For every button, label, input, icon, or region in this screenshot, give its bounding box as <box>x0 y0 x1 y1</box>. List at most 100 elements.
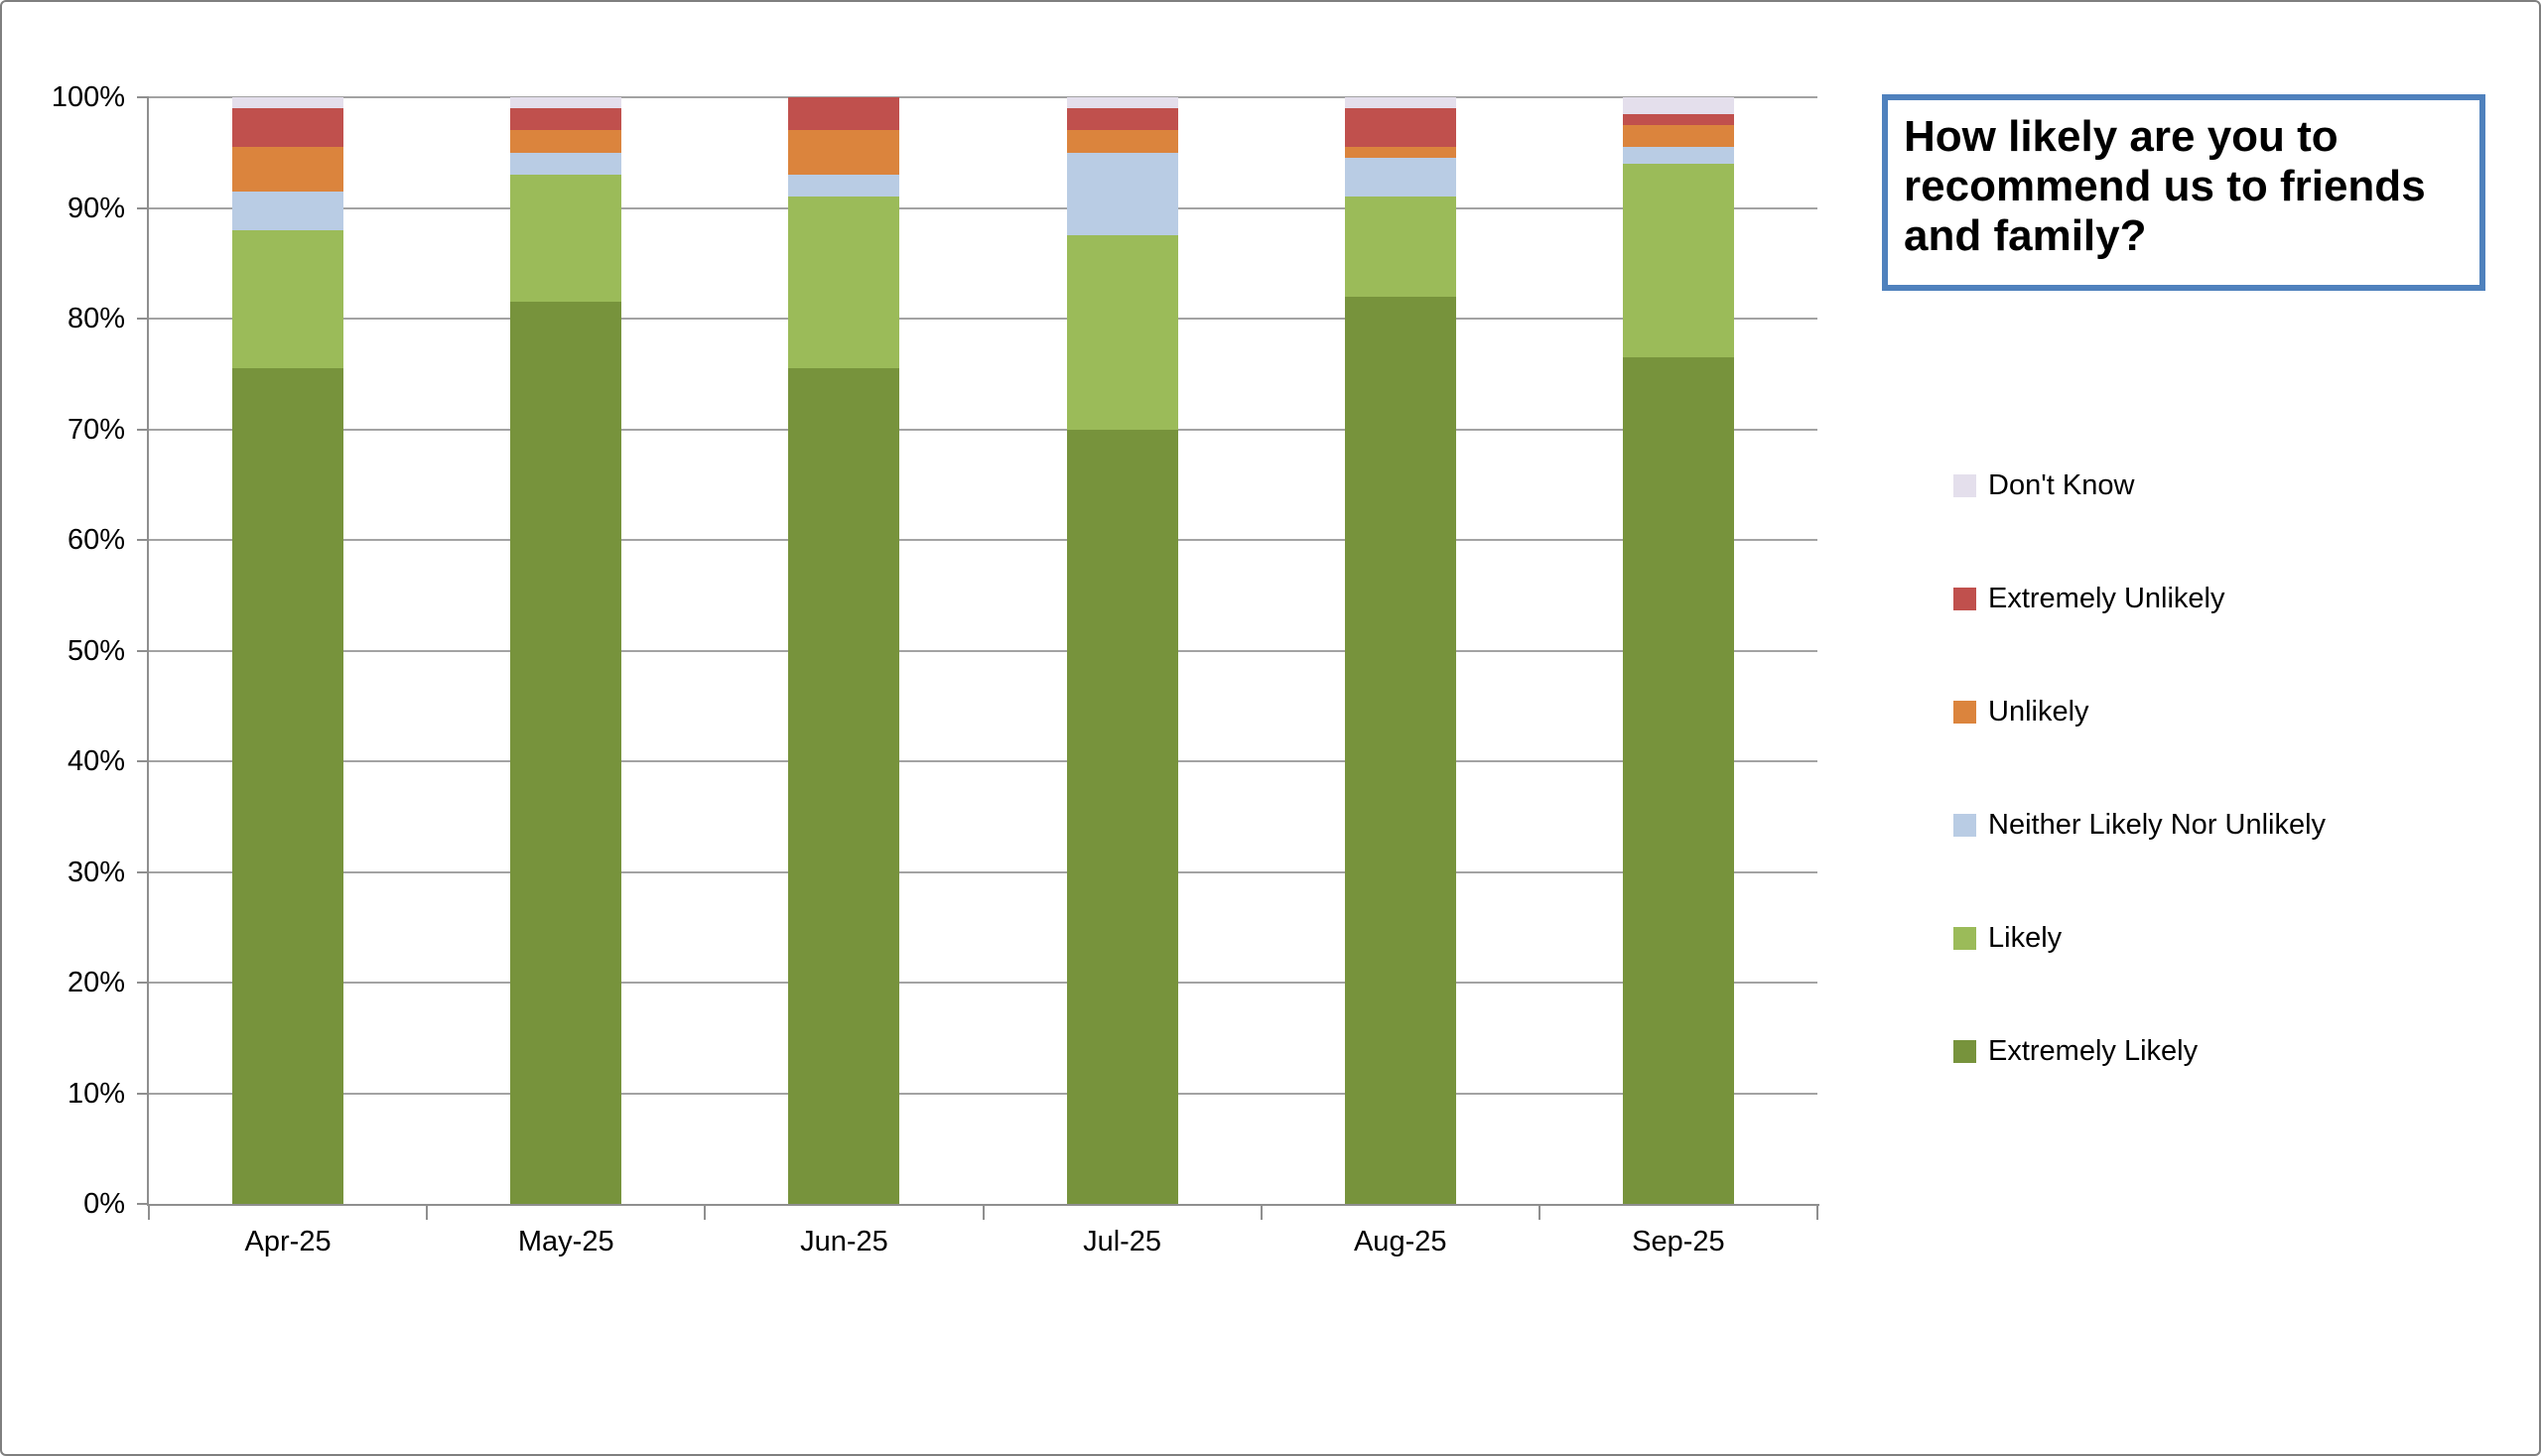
bar-segment-extremely-likely-sep-25 <box>1622 357 1734 1204</box>
bar-segment-neither-likely-nor-unlikely-may-25 <box>510 152 622 176</box>
y-axis-tick-20 <box>137 982 149 984</box>
y-axis-tick-60 <box>137 539 149 541</box>
bar-apr-25 <box>232 97 344 1204</box>
bar-segment-unlikely-jun-25 <box>788 130 900 176</box>
y-axis-tick-10 <box>137 1092 149 1095</box>
gridline-10 <box>149 1092 1817 1095</box>
category-slot-apr-25 <box>149 97 427 1204</box>
bar-segment-unlikely-may-25 <box>510 130 622 153</box>
x-axis-tick <box>426 1206 429 1220</box>
bar-segment-likely-apr-25 <box>232 229 344 369</box>
y-axis-tick-label: 100% <box>51 81 125 113</box>
category-slot-sep-25 <box>1539 97 1817 1204</box>
y-axis-tick-label: 30% <box>67 856 125 888</box>
x-axis-label-apr-25: Apr-25 <box>244 1226 332 1257</box>
bar-jun-25 <box>788 97 900 1204</box>
category-slot-aug-25 <box>1262 97 1539 1204</box>
legend-swatch-extremely-likely-icon <box>1953 1039 1976 1063</box>
y-axis-tick-0 <box>137 1203 149 1205</box>
gridline-40 <box>149 760 1817 762</box>
bar-segment-extremely-likely-apr-25 <box>232 368 344 1204</box>
legend-label-extremely-unlikely: Extremely Unlikely <box>1988 583 2225 614</box>
x-axis-tick <box>982 1206 985 1220</box>
gridline-90 <box>149 206 1817 209</box>
legend-item-neither-likely-nor-unlikely: Neither Likely Nor Unlikely <box>1953 808 2326 842</box>
bar-segment-neither-likely-nor-unlikely-apr-25 <box>232 191 344 230</box>
bar-segment-don-t-know-jul-25 <box>1066 97 1178 109</box>
y-axis-tick-label: 70% <box>67 413 125 446</box>
y-axis-tick-70 <box>137 428 149 431</box>
gridline-60 <box>149 539 1817 541</box>
bar-segment-likely-aug-25 <box>1344 197 1456 297</box>
bar-segment-unlikely-aug-25 <box>1344 147 1456 159</box>
bar-segment-don-t-know-sep-25 <box>1622 97 1734 114</box>
category-slot-may-25 <box>427 97 705 1204</box>
legend-swatch-unlikely-icon <box>1953 700 1976 724</box>
legend-item-extremely-unlikely: Extremely Unlikely <box>1953 582 2326 615</box>
bar-segment-neither-likely-nor-unlikely-sep-25 <box>1622 147 1734 164</box>
y-axis-tick-label: 80% <box>67 303 125 334</box>
legend-label-neither-likely-nor-unlikely: Neither Likely Nor Unlikely <box>1988 809 2327 841</box>
bar-segment-extremely-unlikely-sep-25 <box>1622 113 1734 125</box>
legend-swatch-don-t-know-icon <box>1953 473 1976 497</box>
bar-segment-unlikely-sep-25 <box>1622 124 1734 148</box>
bar-segment-extremely-likely-jul-25 <box>1066 429 1178 1204</box>
bar-may-25 <box>510 97 622 1204</box>
y-axis-tick-80 <box>137 318 149 320</box>
y-axis-tick-label: 20% <box>67 967 125 998</box>
bar-segment-extremely-likely-may-25 <box>510 302 622 1204</box>
gridline-20 <box>149 982 1817 984</box>
y-axis-tick-50 <box>137 649 149 652</box>
bar-segment-extremely-unlikely-may-25 <box>510 108 622 131</box>
x-axis-label-jul-25: Jul-25 <box>1083 1226 1162 1257</box>
y-axis-tick-label: 60% <box>67 524 125 556</box>
gridline-50 <box>149 649 1817 652</box>
question-title: How likely are you to recommend us to fr… <box>1904 112 2426 261</box>
y-axis-tick-label: 90% <box>67 192 125 224</box>
y-axis-tick-label: 10% <box>67 1077 125 1110</box>
y-axis-tick-90 <box>137 206 149 209</box>
x-axis-tick <box>704 1206 707 1220</box>
bar-segment-neither-likely-nor-unlikely-aug-25 <box>1344 158 1456 198</box>
legend-item-unlikely: Unlikely <box>1953 695 2326 728</box>
bar-segment-likely-jul-25 <box>1066 235 1178 430</box>
x-axis-tick <box>148 1206 150 1220</box>
category-slot-jun-25 <box>705 97 983 1204</box>
bar-segment-neither-likely-nor-unlikely-jul-25 <box>1066 152 1178 236</box>
legend-item-extremely-likely: Extremely Likely <box>1953 1034 2326 1068</box>
bar-segment-neither-likely-nor-unlikely-jun-25 <box>788 175 900 198</box>
x-axis-tick <box>1816 1206 1818 1220</box>
bar-jul-25 <box>1066 97 1178 1204</box>
bar-segment-don-t-know-aug-25 <box>1344 97 1456 109</box>
x-axis-label-may-25: May-25 <box>517 1226 614 1257</box>
gridline-80 <box>149 318 1817 320</box>
legend: Don't Know Extremely Unlikely Unlikely Neit… <box>1953 468 2326 1147</box>
y-axis-tick-30 <box>137 870 149 873</box>
y-axis-labels: 0% 10% 20% 30% 40% 50% 60% 70% 80% 90% 100% <box>2 81 125 1220</box>
bar-segment-extremely-likely-jun-25 <box>788 368 900 1204</box>
bar-aug-25 <box>1344 97 1456 1204</box>
x-axis-label-jun-25: Jun-25 <box>800 1226 888 1257</box>
bar-segment-likely-jun-25 <box>788 197 900 369</box>
bar-segment-unlikely-apr-25 <box>232 147 344 192</box>
plot-area <box>137 96 1819 1220</box>
bar-segment-don-t-know-may-25 <box>510 97 622 109</box>
bar-segment-don-t-know-apr-25 <box>232 97 344 109</box>
x-axis-tick <box>1538 1206 1540 1220</box>
x-axis-tick <box>1260 1206 1263 1220</box>
legend-label-extremely-likely: Extremely Likely <box>1988 1035 2199 1067</box>
bar-segment-extremely-likely-aug-25 <box>1344 296 1456 1204</box>
y-axis-tick-40 <box>137 760 149 762</box>
x-axis-labels: Apr-25 May-25 Jun-25 Jul-25 Aug-25 Sep-25 <box>149 1225 1817 1264</box>
gridline-30 <box>149 870 1817 873</box>
x-axis-label-aug-25: Aug-25 <box>1353 1226 1447 1257</box>
bar-sep-25 <box>1622 97 1734 1204</box>
y-axis-line <box>147 97 149 1206</box>
legend-label-don-t-know: Don't Know <box>1988 469 2135 501</box>
legend-item-likely: Likely <box>1953 921 2326 955</box>
question-title-box: How likely are you to recommend us to fr… <box>1882 94 2485 291</box>
bar-segment-likely-may-25 <box>510 175 622 303</box>
bar-segment-extremely-unlikely-jun-25 <box>788 97 900 131</box>
x-axis-line <box>147 1204 1819 1206</box>
